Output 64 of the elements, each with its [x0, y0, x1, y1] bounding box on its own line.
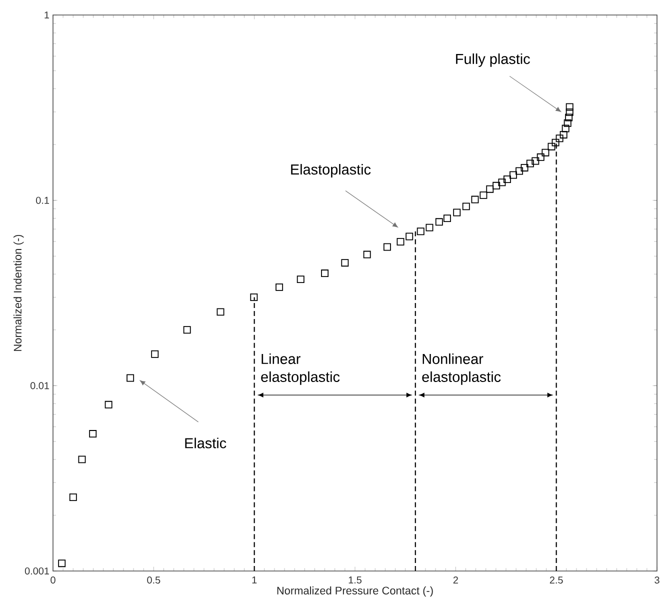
point [532, 157, 540, 165]
point [89, 430, 97, 438]
point [552, 138, 560, 146]
point [453, 208, 461, 216]
point [536, 153, 544, 161]
x-tick-label: 2.5 [550, 576, 563, 584]
x-tick-label: 0.5 [147, 576, 160, 584]
point [341, 259, 349, 267]
point [151, 350, 159, 358]
point [406, 232, 414, 240]
point [462, 202, 470, 210]
point [492, 182, 500, 190]
point [566, 108, 574, 116]
point [560, 130, 568, 138]
point [565, 114, 573, 122]
point [562, 124, 570, 132]
point [69, 494, 77, 501]
y-tick-label: 0.1 [36, 196, 49, 204]
y-tick-label: 0.01 [30, 382, 49, 390]
annotation: Linear elastoplastic [261, 353, 340, 385]
y-axis-title: Normalized Indention (-) [14, 234, 24, 351]
point [548, 142, 556, 150]
point [503, 175, 511, 183]
point [250, 294, 258, 301]
x-tick-label: 1.5 [348, 576, 362, 584]
point [58, 560, 66, 568]
point [216, 308, 224, 316]
point [526, 160, 534, 168]
x-tick-label: 2 [453, 576, 458, 584]
point [296, 276, 304, 284]
point [363, 250, 371, 258]
x-tick-label: 1 [252, 576, 257, 584]
point [480, 191, 488, 199]
point [396, 238, 404, 246]
point [566, 103, 574, 111]
point [416, 228, 424, 236]
point [78, 456, 86, 464]
point [104, 400, 112, 408]
point [126, 374, 134, 382]
point [510, 171, 517, 179]
annotation: Fully plastic [456, 53, 530, 67]
y-tick-label: 0.001 [24, 567, 49, 575]
annotation: Elastic [185, 438, 226, 448]
point [276, 283, 284, 291]
x-tick-label: 3 [654, 576, 660, 584]
point [520, 164, 528, 172]
point [426, 224, 434, 232]
point [556, 134, 564, 142]
point [516, 167, 524, 175]
annotation: Elastoplastic [291, 164, 371, 178]
point [435, 218, 443, 226]
point [498, 178, 506, 186]
point [383, 243, 391, 251]
y-tick-label: 1 [44, 12, 49, 18]
point [471, 196, 479, 204]
point [183, 326, 191, 334]
point [443, 214, 451, 222]
x-tick-label: 0 [50, 576, 56, 584]
annotation: Nonlinear elastoplastic [422, 353, 501, 385]
point [542, 148, 550, 156]
point [321, 270, 329, 278]
x-axis-title: Normalized Pressure Contact (-) [277, 586, 433, 597]
point [486, 185, 494, 193]
point [564, 119, 572, 127]
